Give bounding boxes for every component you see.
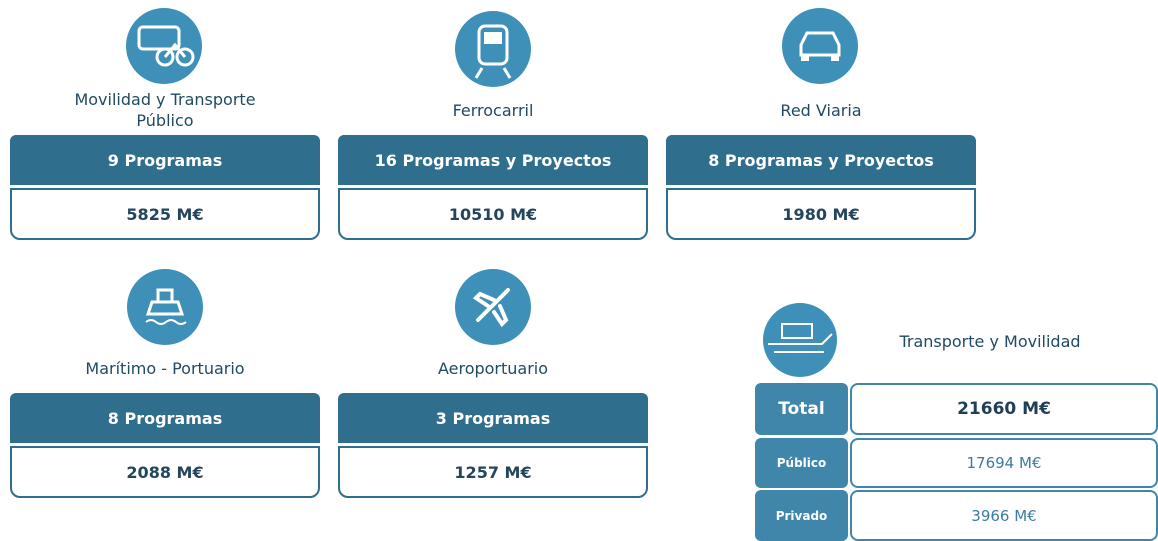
card-label: Movilidad y Transporte Público [74,90,256,130]
card-label: Ferrocarril [452,100,534,120]
card-amount: 1980 M€ [666,188,976,240]
icon-car [782,8,858,84]
card-label: Red Viaria [780,100,862,120]
icon-ship [127,269,203,345]
summary-row-label: Público [755,438,848,488]
card-programs: 8 Programas [10,393,320,443]
card-programs: 9 Programas [10,135,320,185]
icon-plane [455,269,531,345]
summary-row-amount: 17694 M€ [850,438,1158,488]
card-amount: 1257 M€ [338,446,648,498]
card-label: Marítimo - Portuario [85,358,245,378]
summary-title: Transporte y Movilidad [899,331,1081,351]
summary-row-label: Privado [755,490,848,541]
card-programs: 8 Programas y Proyectos [666,135,976,185]
card-programs: 3 Programas [338,393,648,443]
card-amount: 2088 M€ [10,446,320,498]
summary-row-label: Total [755,383,848,435]
summary-row-amount: 3966 M€ [850,490,1158,541]
card-programs: 16 Programas y Proyectos [338,135,648,185]
card-amount: 10510 M€ [338,188,648,240]
icon-transport [763,303,837,377]
card-amount: 5825 M€ [10,188,320,240]
icon-train [455,11,531,87]
summary-row-amount: 21660 M€ [850,383,1158,435]
icon-mobility [126,8,202,84]
card-label: Aeroportuario [437,358,549,378]
